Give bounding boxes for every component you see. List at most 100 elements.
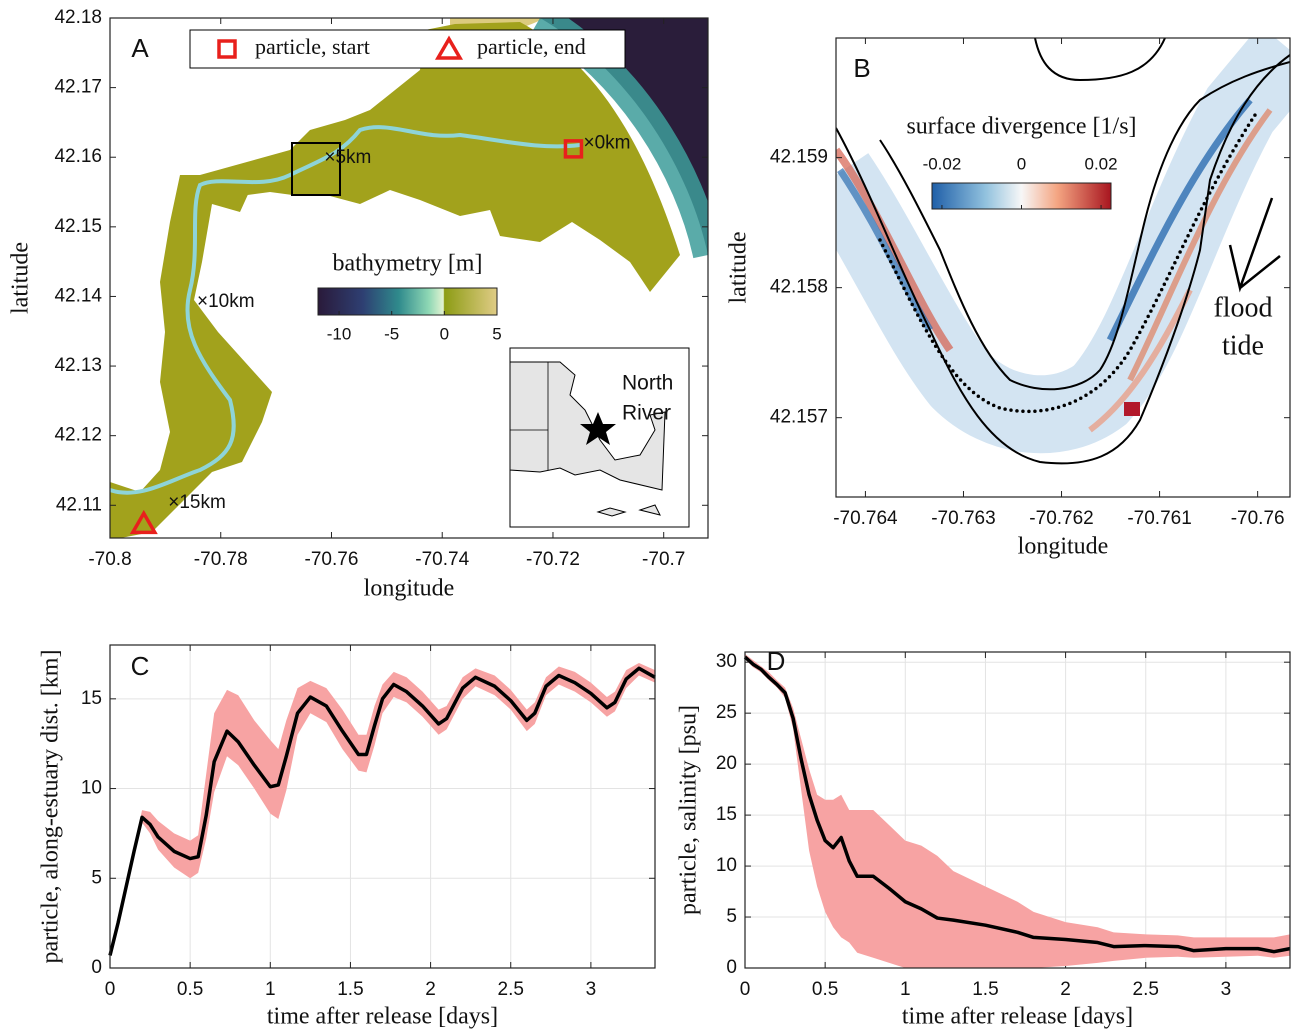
x-tick-label: 0.5 (812, 979, 838, 1000)
annotation: flood (1213, 292, 1272, 323)
y-tick-label: 42.17 (54, 77, 102, 98)
x-tick-label: 1 (265, 979, 276, 1000)
x-tick-label: -70.7 (642, 549, 685, 570)
legend-symbol (217, 39, 237, 59)
x-tick-label: -70.762 (1029, 508, 1093, 529)
y-tick-label: 30 (716, 651, 737, 672)
x-axis-label: longitude (1018, 534, 1109, 560)
x-tick-label: 0 (105, 979, 116, 1000)
x-tick-label: 2.5 (498, 979, 524, 1000)
legend-label: particle, start (255, 34, 370, 59)
distance-label: ×15km (168, 492, 226, 513)
line (108, 666, 656, 956)
y-axis-label: particle, along-estuary dist. [km] (38, 650, 64, 964)
axes-frame (109, 644, 656, 969)
colorbar-label: bathymetry [m] (333, 251, 483, 277)
x-tick-label: 2 (1060, 979, 1071, 1000)
y-axis-label: particle, salinity [psu] (676, 705, 702, 915)
y-axis-label: latitude (726, 232, 752, 304)
uncertainty-band (110, 662, 655, 956)
y-tick-label: 42.158 (770, 277, 828, 298)
inset-map (509, 347, 690, 528)
panel-label: D (767, 646, 786, 676)
x-tick-label: 1.5 (972, 979, 998, 1000)
y-tick-label: 10 (716, 855, 737, 876)
y-tick-label: 25 (716, 702, 737, 723)
panel-label: B (853, 53, 870, 83)
y-tick-label: 20 (716, 753, 737, 774)
x-tick-label: 3 (1221, 979, 1232, 1000)
y-tick-label: 42.15 (54, 216, 102, 237)
axes-frame (744, 651, 1291, 969)
x-tick-label: -70.78 (194, 549, 248, 570)
y-tick-label: 42.12 (54, 425, 102, 446)
star (580, 412, 616, 445)
x-axis-label: longitude (364, 576, 455, 602)
x-tick-label: -70.764 (833, 508, 898, 529)
y-tick-label: 42.14 (54, 285, 102, 306)
y-tick-label: 42.11 (56, 494, 102, 515)
y-tick-label: 0 (726, 957, 737, 978)
colorbar-tick-label: -0.02 (923, 154, 962, 173)
y-tick-label: 15 (81, 688, 102, 709)
x-axis-label: time after release [days] (267, 1004, 498, 1030)
y-tick-label: 42.18 (54, 7, 102, 28)
y-tick-label: 42.159 (770, 147, 828, 168)
map-b-background (836, 38, 1290, 465)
ocean (540, 18, 708, 255)
y-tick-label: 0 (91, 957, 102, 978)
inset-label: North (622, 372, 673, 395)
x-tick-label: -70.76 (305, 549, 359, 570)
panel-label: A (131, 33, 149, 63)
divergence-stripe (836, 147, 954, 353)
colorbar-label: surface divergence [1/s] (906, 114, 1136, 140)
distance-label: ×10km (197, 291, 255, 312)
uncertainty-band (745, 654, 1290, 968)
x-tick-label: -70.76 (1231, 508, 1285, 529)
y-tick-label: 42.16 (54, 146, 102, 167)
inset-island (596, 504, 661, 517)
annotation: tide (1222, 330, 1264, 361)
marker (563, 139, 584, 159)
x-tick-label: 3 (586, 979, 597, 1000)
x-tick-label: 0.5 (177, 979, 203, 1000)
x-axis-label: time after release [days] (902, 1004, 1133, 1030)
distance-label: ×5km (324, 147, 371, 168)
particles (878, 113, 1257, 414)
x-tick-label: -70.72 (526, 549, 580, 570)
inset-border (510, 362, 549, 470)
y-tick-label: 42.157 (770, 407, 828, 428)
x-tick-label: -70.761 (1127, 508, 1191, 529)
divergence-spot (1124, 402, 1140, 416)
shoreline (1034, 38, 1166, 82)
x-tick-label: 0 (740, 979, 751, 1000)
shoreline (836, 54, 1290, 465)
marsh (200, 22, 680, 292)
inset-label: River (622, 402, 671, 425)
x-tick-label: -70.763 (931, 508, 995, 529)
axes-frame (835, 37, 1291, 498)
y-axis-label: latitude (8, 242, 34, 314)
river (110, 125, 581, 495)
divergence-stripe (837, 168, 934, 332)
colorbar (317, 287, 498, 316)
colorbar-tick-label: 0.02 (1085, 154, 1118, 173)
y-tick-label: 5 (91, 867, 102, 888)
y-tick-label: 10 (81, 778, 102, 799)
line (743, 655, 1291, 954)
map-a-background (110, 18, 708, 538)
zoom-box (291, 142, 341, 196)
colorbar-tick-label: 0 (440, 324, 449, 343)
x-tick-label: -70.8 (88, 549, 131, 570)
divergence-stripe (1106, 97, 1253, 342)
marker (129, 509, 158, 535)
y-tick-label: 15 (716, 804, 737, 825)
legend-box (189, 29, 626, 69)
distance-label: ×0km (584, 132, 631, 153)
x-tick-label: 2 (425, 979, 436, 1000)
x-tick-label: 1 (900, 979, 911, 1000)
colorbar-tick-label: -5 (384, 324, 399, 343)
x-tick-label: -70.74 (415, 549, 469, 570)
colorbar-tick-label: -10 (327, 324, 352, 343)
